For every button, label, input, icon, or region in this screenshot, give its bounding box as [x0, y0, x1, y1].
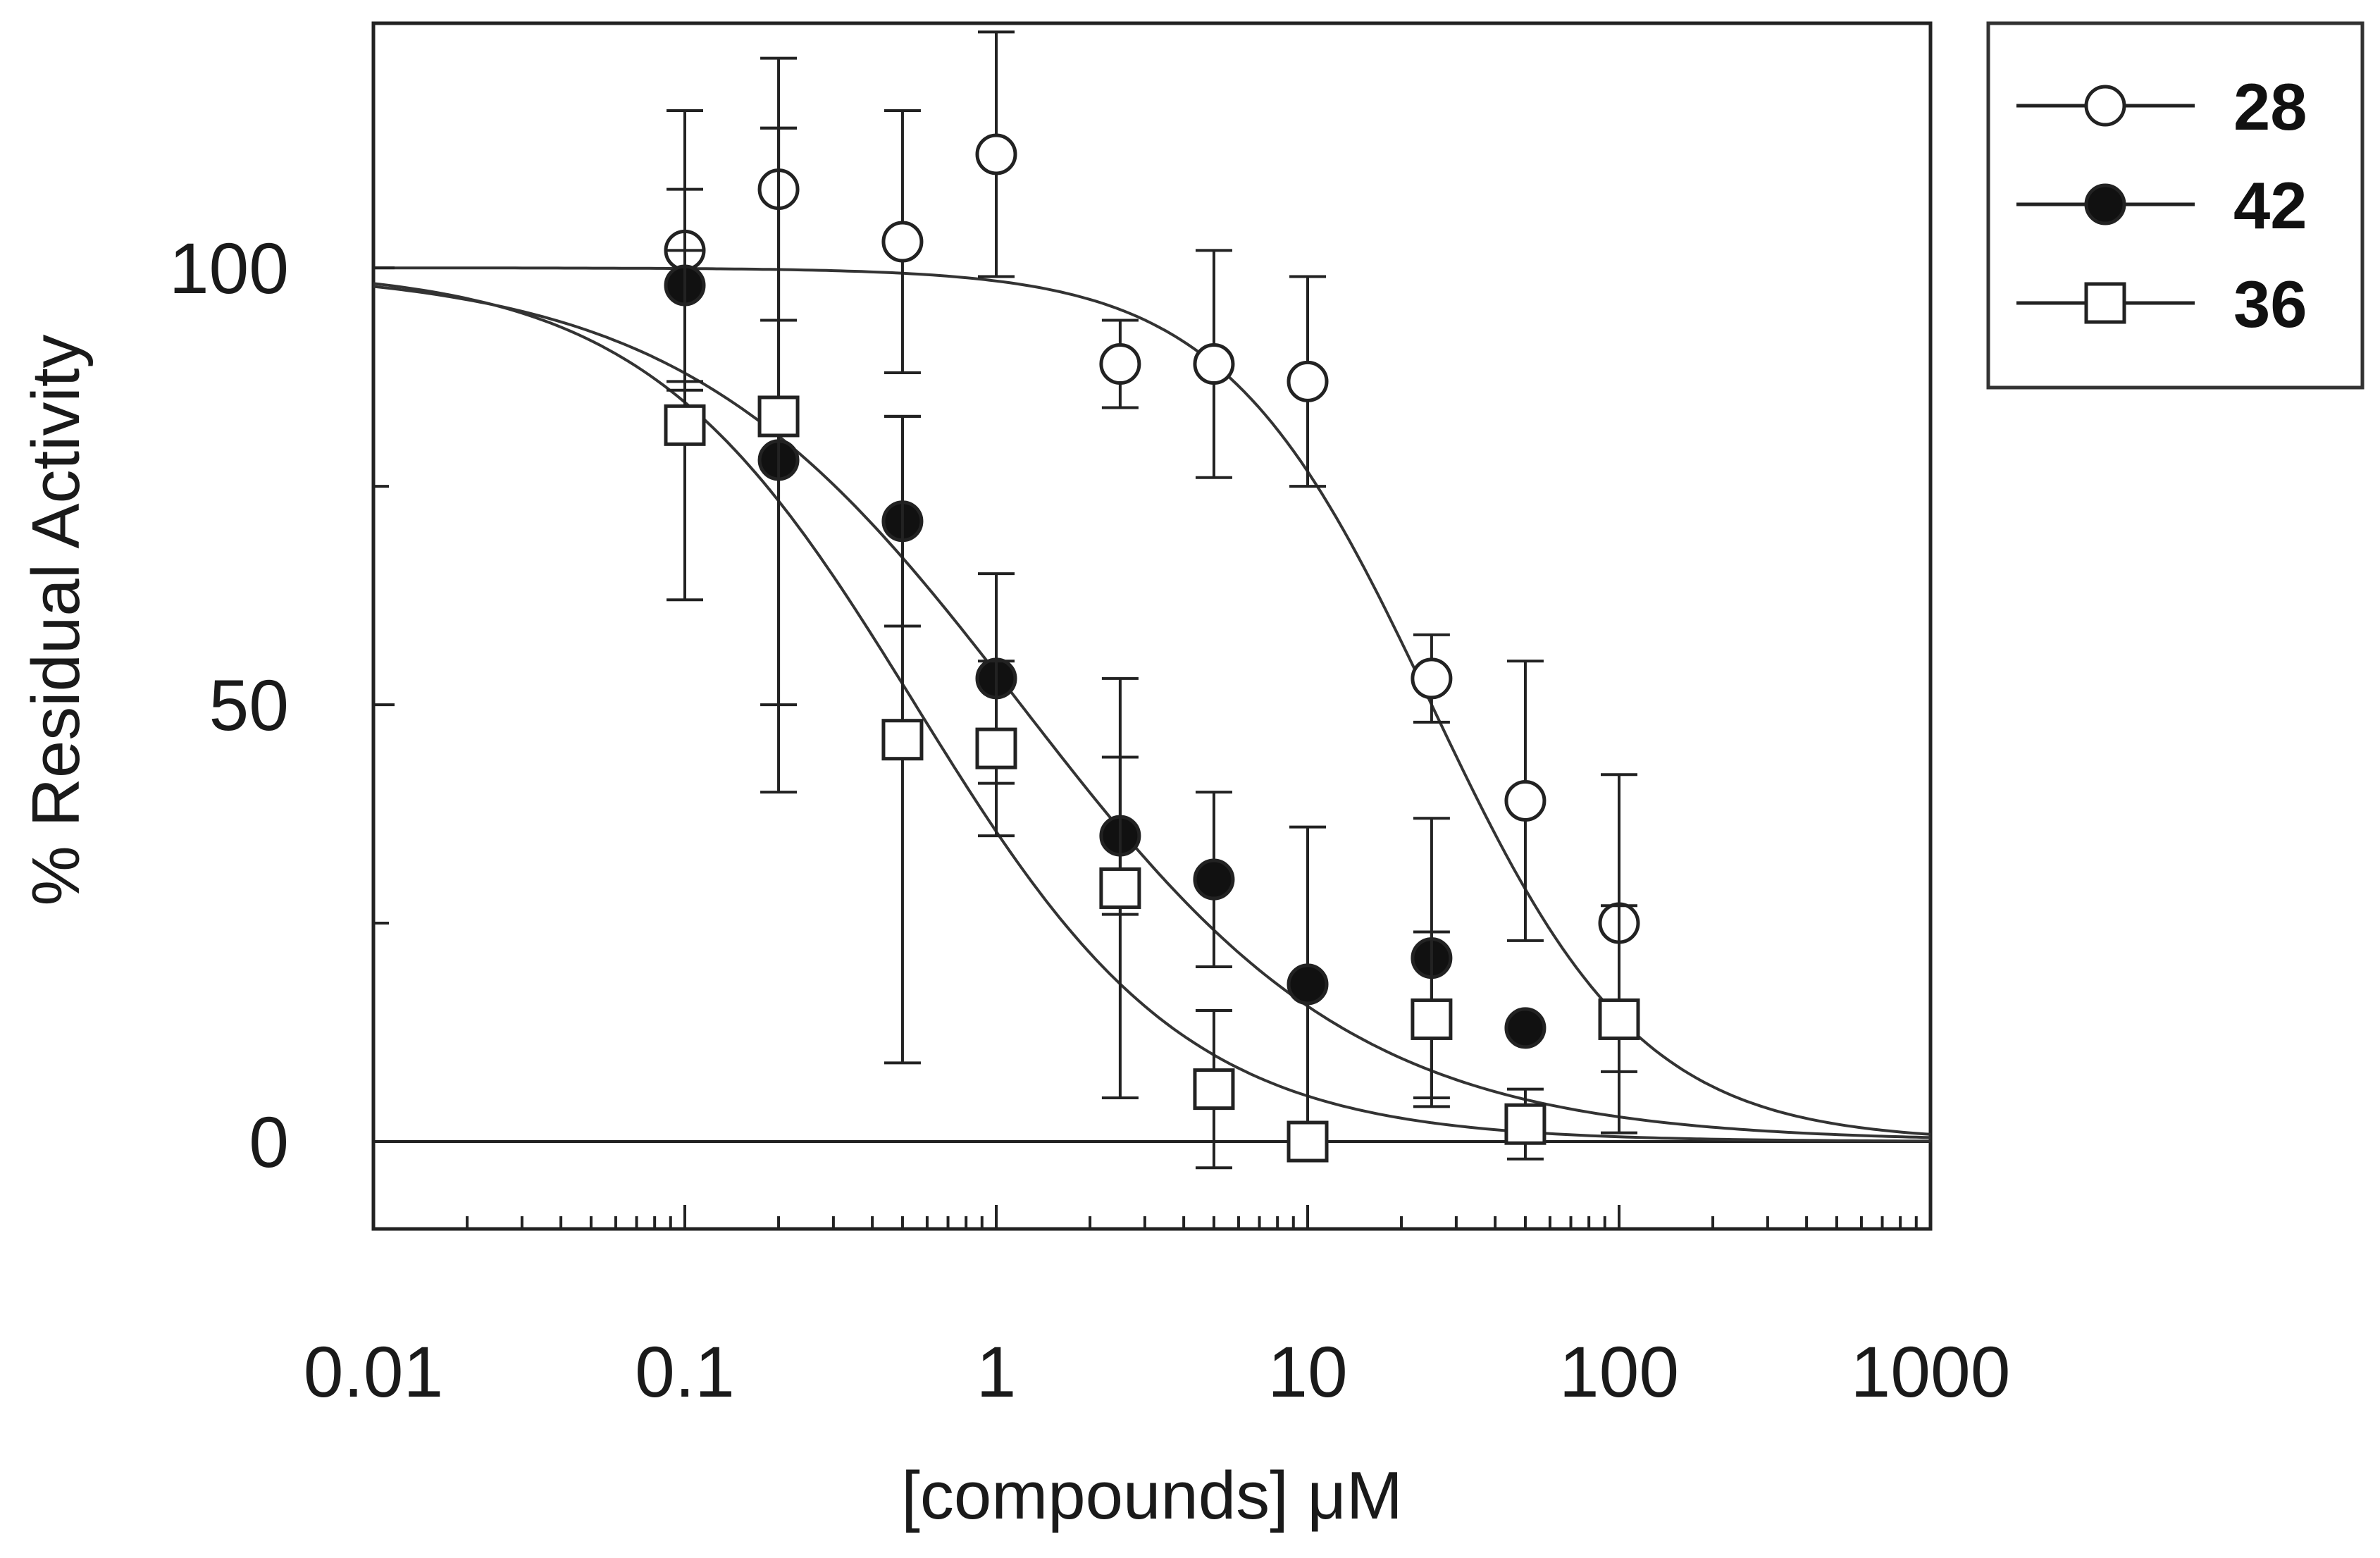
x-tick-label: 1000 [1851, 1332, 2011, 1412]
legend-label-28: 28 [2233, 70, 2307, 144]
data-point-36 [1099, 867, 1141, 909]
legend-marker-28 [2084, 85, 2126, 127]
data-point-28 [1193, 343, 1235, 385]
fit-curve-28 [373, 266, 1931, 1136]
y-tick-label: 0 [249, 1102, 289, 1182]
legend-marker-42 [2084, 183, 2126, 225]
data-point-36 [1598, 998, 1640, 1040]
data-point-36 [664, 404, 706, 446]
x-tick-label: 0.1 [635, 1332, 735, 1412]
data-point-28 [1287, 360, 1329, 402]
legend-label-42: 42 [2233, 168, 2307, 242]
data-point-28 [881, 221, 924, 263]
data-point-42 [1287, 963, 1329, 1006]
data-point-36 [975, 727, 1017, 769]
legend: 28 42 36 [1986, 21, 2364, 390]
y-tick-label: 100 [169, 228, 289, 309]
legend-label-36: 36 [2233, 267, 2307, 341]
data-point-36 [757, 395, 800, 438]
data-point-42 [1504, 1007, 1547, 1049]
x-tick-label: 0.01 [304, 1332, 444, 1412]
data-point-36 [1287, 1120, 1329, 1163]
x-axis-title: [compounds] μM [901, 1458, 1403, 1533]
x-tick-label: 10 [1268, 1332, 1347, 1412]
data-point-28 [1411, 657, 1453, 700]
x-tick-label: 100 [1559, 1332, 1679, 1412]
data-point-36 [1193, 1068, 1235, 1111]
data-point-36 [881, 719, 924, 761]
data-point-36 [1411, 998, 1453, 1040]
data-point-28 [1099, 343, 1141, 385]
data-point-28 [1504, 779, 1547, 822]
x-tick-label: 1 [977, 1332, 1017, 1412]
data-point-36 [1504, 1103, 1547, 1145]
plot-area-frame [371, 21, 1933, 1231]
y-tick-label: 50 [209, 665, 289, 746]
fit-curve-36 [373, 282, 1930, 1143]
data-point-28 [975, 133, 1017, 175]
fit-curve-42 [373, 285, 1931, 1139]
legend-marker-36 [2084, 282, 2126, 324]
data-point-42 [1193, 858, 1235, 901]
y-axis-title: % Residual Activity [18, 335, 94, 906]
